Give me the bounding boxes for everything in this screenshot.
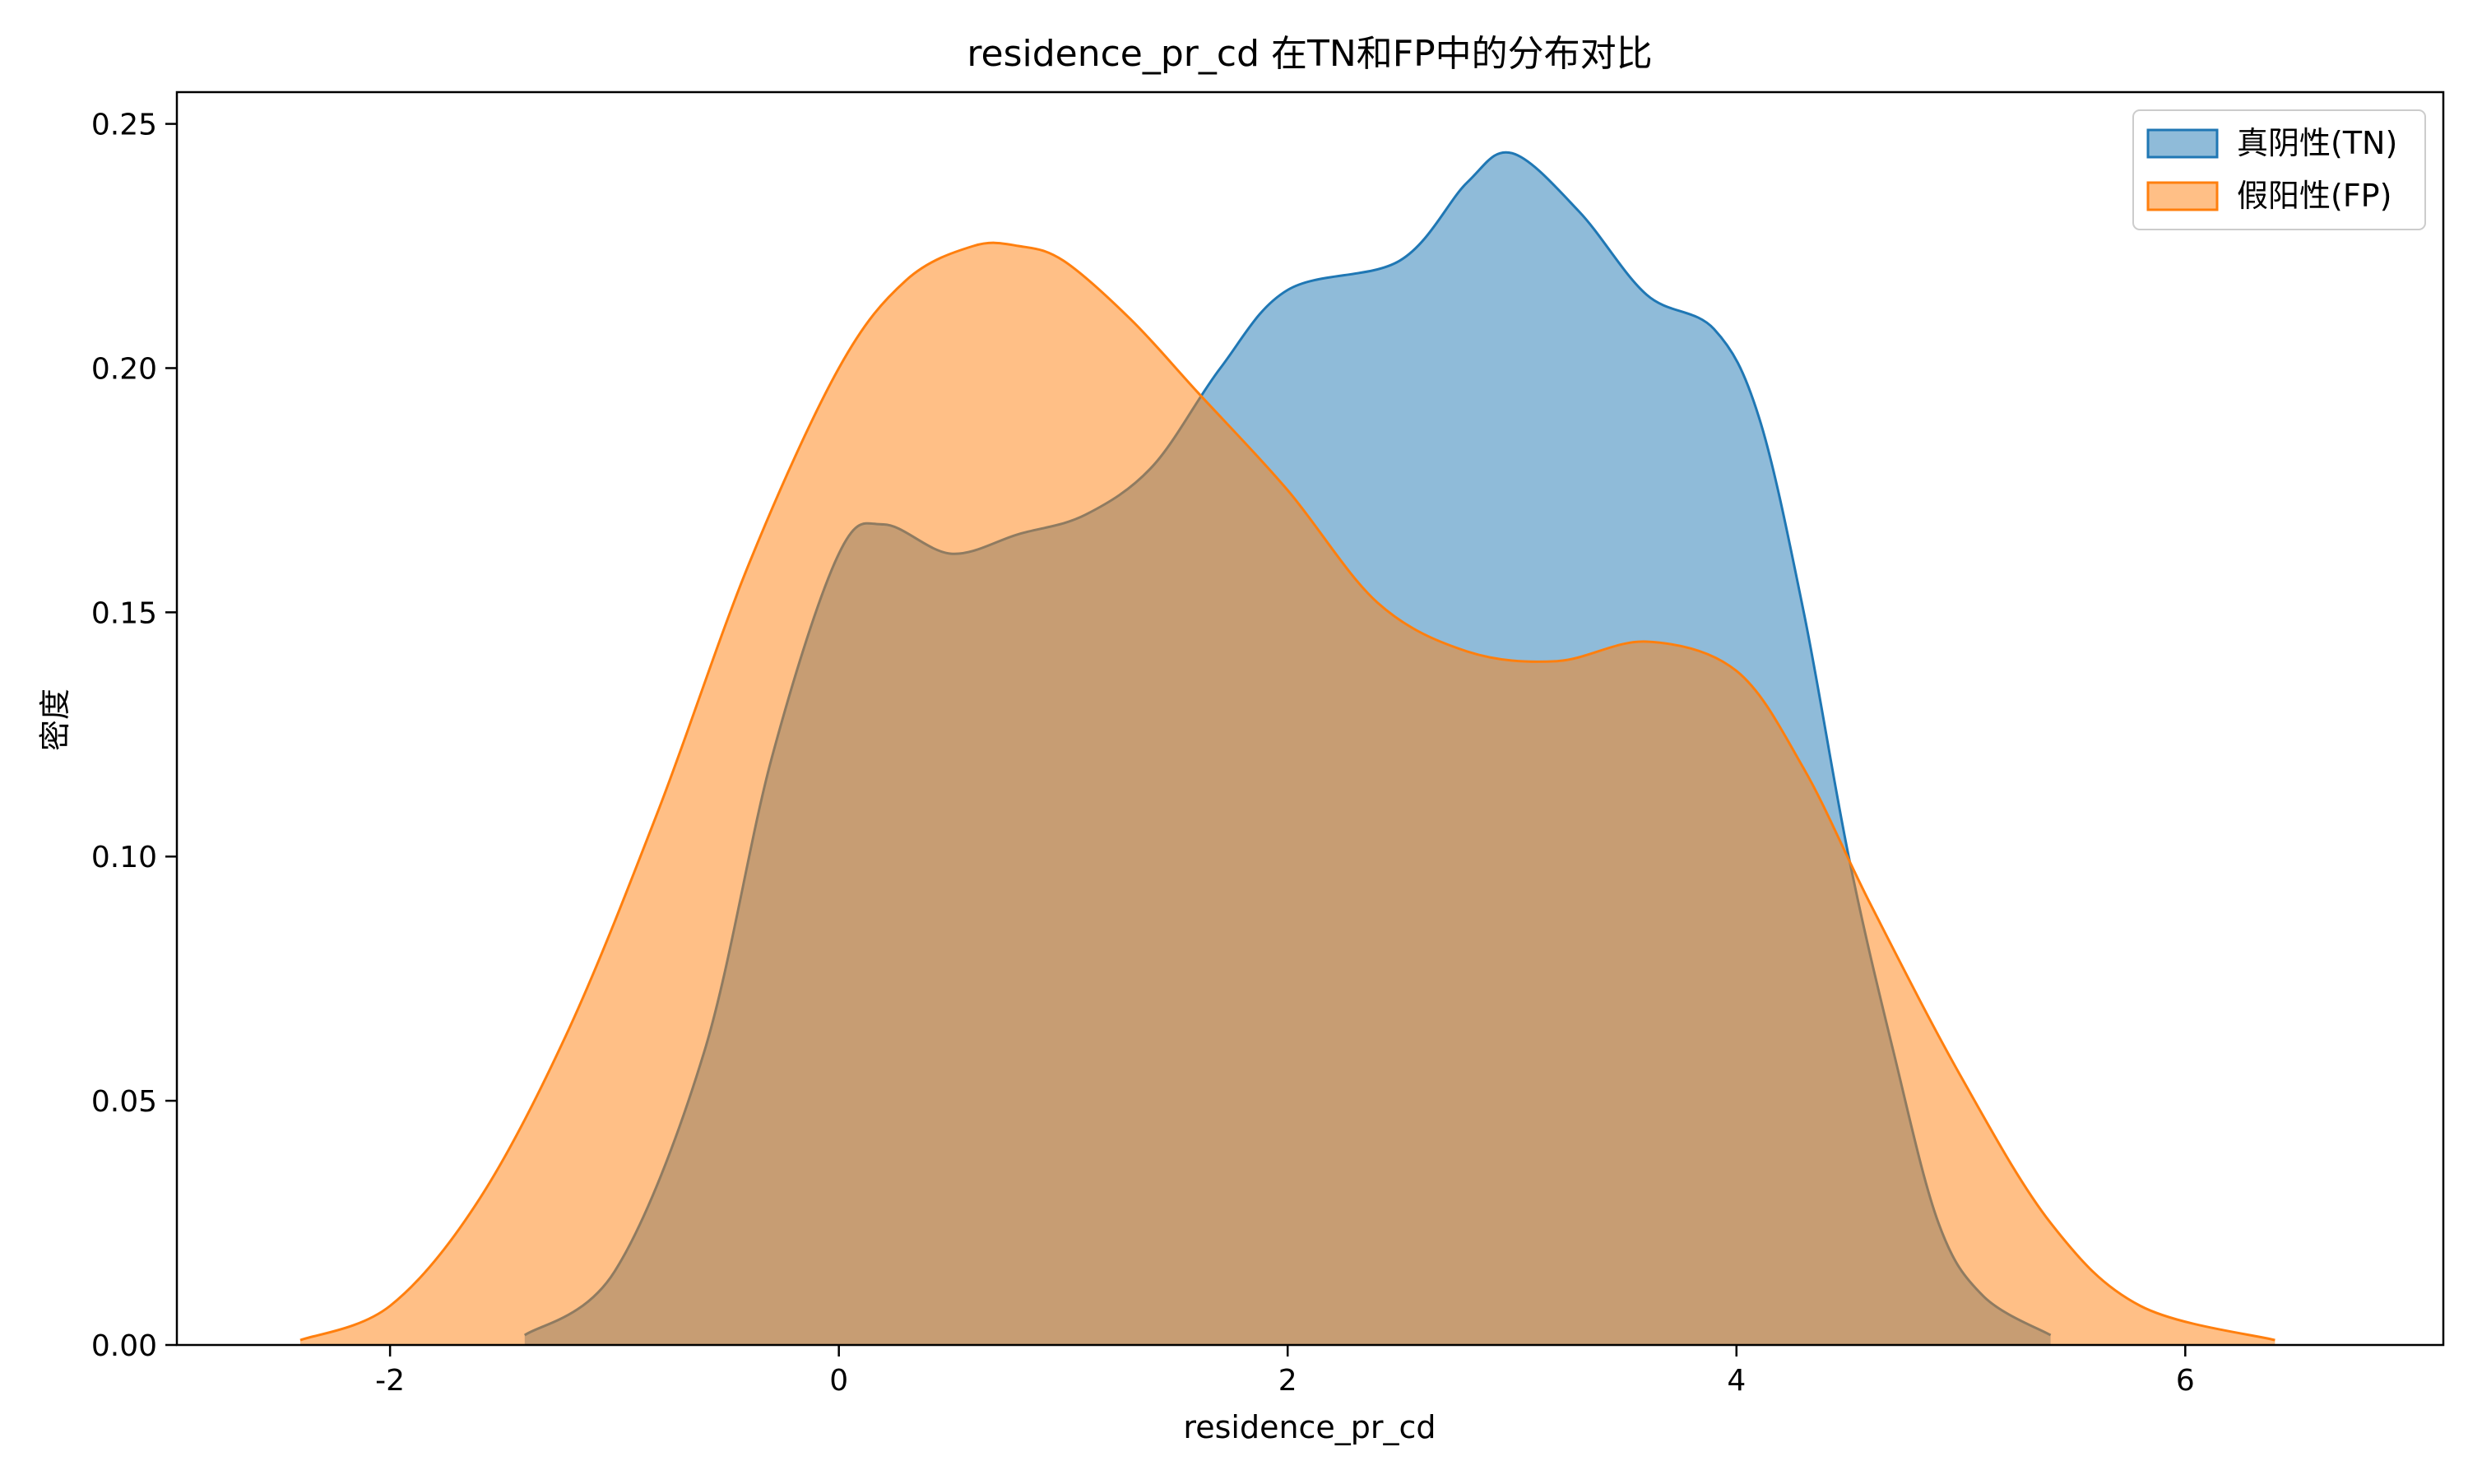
y-tick-label: 0.10 [91,841,157,874]
y-tick-label: 0.05 [91,1085,157,1119]
legend-label: 假阳性(FP) [2237,178,2391,214]
chart-title: residence_pr_cd 在TN和FP中的分布对比 [967,33,1652,75]
legend-swatch [2146,128,2219,159]
axes-frame [175,90,2445,1347]
x-axis-label: residence_pr_cd [1183,1409,1436,1445]
x-tick-label: 4 [1727,1364,1746,1398]
density-area-fp [300,243,2275,1346]
x-tick-label: -2 [375,1364,405,1398]
x-tick-label: 6 [2176,1364,2195,1398]
density-line-fp [299,241,2275,1342]
axes: -2 0 2 4 6 0.00 0.05 0.10 0.15 0.20 0.25 [91,90,2445,1398]
y-tick-label: 0.25 [91,109,157,142]
x-tick-label: 2 [1278,1364,1297,1398]
y-tick-label: 0.20 [91,352,157,386]
y-tick-label: 0.15 [91,596,157,630]
plot-area [299,151,2275,1346]
y-axis-label: 密度 [37,689,73,751]
legend: 真阴性(TN) 假阳性(FP) [2132,109,2426,230]
x-tick-label: 0 [829,1364,848,1398]
legend-label: 真阴性(TN) [2237,125,2397,161]
y-tick-label: 0.00 [91,1329,157,1363]
legend-swatch [2146,181,2219,211]
